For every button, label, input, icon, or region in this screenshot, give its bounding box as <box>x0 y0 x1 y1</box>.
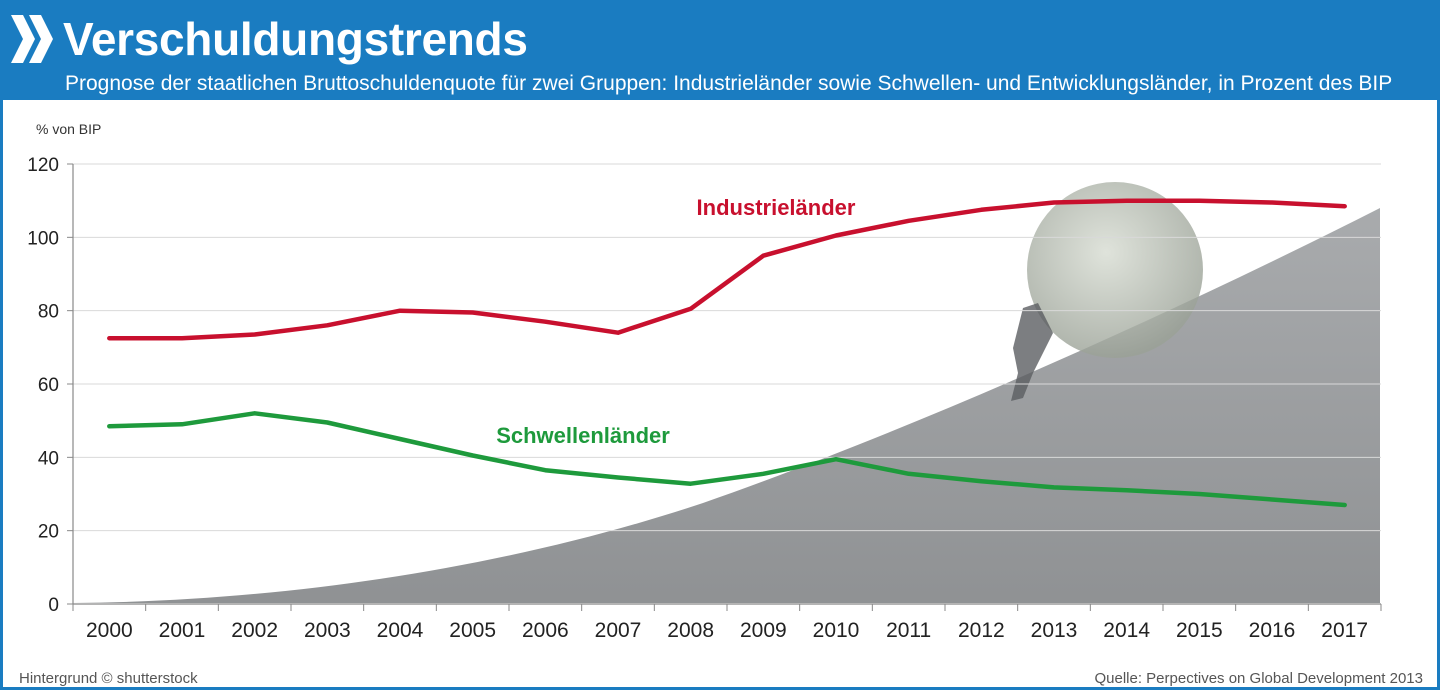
figure-silhouette <box>1011 303 1053 401</box>
x-tick-labels: 2000 2001 2002 2003 2004 2005 2006 2007 2008 2009… <box>86 619 1368 642</box>
x-tick-label: 2017 <box>1321 619 1368 642</box>
x-tick-label: 2012 <box>958 619 1005 642</box>
series-labels: Industrieländer Schwellenländer <box>496 195 856 448</box>
x-tick-label: 2001 <box>159 619 206 642</box>
x-tick-label: 2002 <box>231 619 278 642</box>
image-credit: Hintergrund © shutterstock <box>19 670 198 687</box>
gridlines <box>67 163 1381 605</box>
y-tick-label: 20 <box>38 522 59 543</box>
y-tick-label: 0 <box>48 595 59 616</box>
x-tick-label: 2009 <box>740 619 787 642</box>
x-tick-label: 2003 <box>304 619 351 642</box>
x-tick-label: 2013 <box>1031 619 1078 642</box>
series-label-1: Schwellenländer <box>496 423 670 448</box>
money-ball <box>1027 182 1203 358</box>
x-tick-label: 2015 <box>1176 619 1223 642</box>
x-tick-label: 2004 <box>377 619 424 642</box>
x-tick-label: 2005 <box>449 619 496 642</box>
x-tick-label: 2000 <box>86 619 133 642</box>
axes <box>72 164 1382 611</box>
series-label-0: Industrieländer <box>697 195 856 220</box>
series-line-1 <box>107 411 1347 508</box>
source-note: Quelle: Perpectives on Global Developmen… <box>1094 670 1423 687</box>
page-title: Verschuldungstrends <box>63 13 528 65</box>
background-photo <box>73 182 1380 603</box>
y-axis-label: % von BIP <box>36 121 101 137</box>
header-bar: Verschuldungstrends Prognose der staatli… <box>3 3 1437 100</box>
double-chevron-right-icon <box>11 15 53 63</box>
x-tick-label: 2014 <box>1103 619 1150 642</box>
x-tick-label: 2008 <box>667 619 714 642</box>
x-tick-label: 2006 <box>522 619 569 642</box>
hill-shape <box>73 208 1380 603</box>
series-line-0 <box>107 198 1347 341</box>
x-tick-label: 2011 <box>886 619 931 642</box>
debt-line-chart: 0 20 40 60 80 100 120 2000 2001 2002 2003 2004 2005… <box>27 121 1382 642</box>
y-tick-label: 80 <box>38 302 59 323</box>
y-tick-labels: 0 20 40 60 80 100 120 <box>27 155 59 616</box>
y-tick-label: 120 <box>27 155 59 176</box>
y-tick-label: 40 <box>38 448 59 469</box>
y-tick-label: 100 <box>27 228 59 249</box>
y-tick-label: 60 <box>38 375 59 396</box>
page-subtitle: Prognose der staatlichen Bruttoschuldenq… <box>65 72 1393 95</box>
x-tick-label: 2016 <box>1249 619 1296 642</box>
x-tick-label: 2007 <box>595 619 642 642</box>
series-lines <box>107 198 1347 508</box>
x-tick-label: 2010 <box>813 619 860 642</box>
